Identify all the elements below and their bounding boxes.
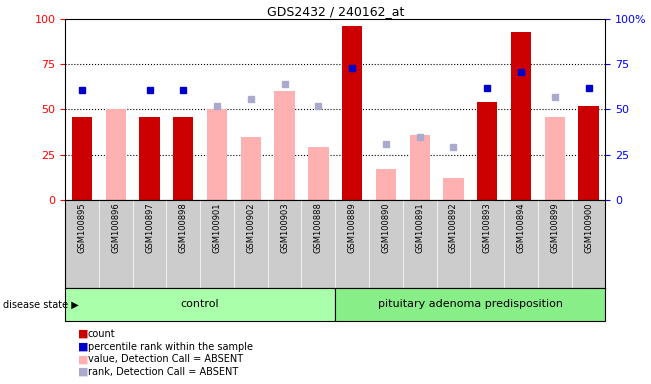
Text: GSM100888: GSM100888 (314, 202, 323, 253)
Bar (376, 169, 396, 200)
Text: value, Detection Call = ABSENT: value, Detection Call = ABSENT (88, 354, 243, 364)
Bar (65, 288, 335, 321)
Bar (443, 178, 464, 200)
Bar (139, 117, 159, 200)
Text: GSM100892: GSM100892 (449, 202, 458, 253)
Bar (241, 137, 261, 200)
Text: GSM100900: GSM100900 (584, 202, 593, 253)
Bar (173, 117, 193, 200)
Text: pituitary adenoma predisposition: pituitary adenoma predisposition (378, 299, 563, 310)
Text: rank, Detection Call = ABSENT: rank, Detection Call = ABSENT (88, 367, 238, 377)
Text: disease state ▶: disease state ▶ (3, 299, 79, 310)
Text: GSM100897: GSM100897 (145, 202, 154, 253)
Text: percentile rank within the sample: percentile rank within the sample (88, 342, 253, 352)
Text: count: count (88, 329, 115, 339)
Text: GSM100891: GSM100891 (415, 202, 424, 253)
Bar (545, 117, 565, 200)
Title: GDS2432 / 240162_at: GDS2432 / 240162_at (266, 5, 404, 18)
Text: GSM100898: GSM100898 (179, 202, 187, 253)
Text: GSM100899: GSM100899 (550, 202, 559, 253)
Text: GSM100896: GSM100896 (111, 202, 120, 253)
Text: GSM100893: GSM100893 (483, 202, 492, 253)
Text: ■: ■ (78, 354, 89, 364)
Text: ■: ■ (78, 329, 89, 339)
Bar (309, 147, 329, 200)
Bar (342, 26, 363, 200)
Text: GSM100890: GSM100890 (381, 202, 391, 253)
Bar (511, 32, 531, 200)
Bar (578, 106, 599, 200)
Bar (275, 91, 295, 200)
Text: ■: ■ (78, 342, 89, 352)
Text: GSM100889: GSM100889 (348, 202, 357, 253)
Text: GSM100901: GSM100901 (213, 202, 221, 253)
Text: GSM100895: GSM100895 (77, 202, 87, 253)
Bar (105, 109, 126, 200)
Bar (335, 288, 605, 321)
Bar (72, 117, 92, 200)
Text: GSM100894: GSM100894 (516, 202, 525, 253)
Text: control: control (181, 299, 219, 310)
Bar (207, 109, 227, 200)
Bar (477, 102, 497, 200)
Bar (409, 135, 430, 200)
Text: ■: ■ (78, 367, 89, 377)
Text: GSM100903: GSM100903 (280, 202, 289, 253)
Text: GSM100902: GSM100902 (246, 202, 255, 253)
